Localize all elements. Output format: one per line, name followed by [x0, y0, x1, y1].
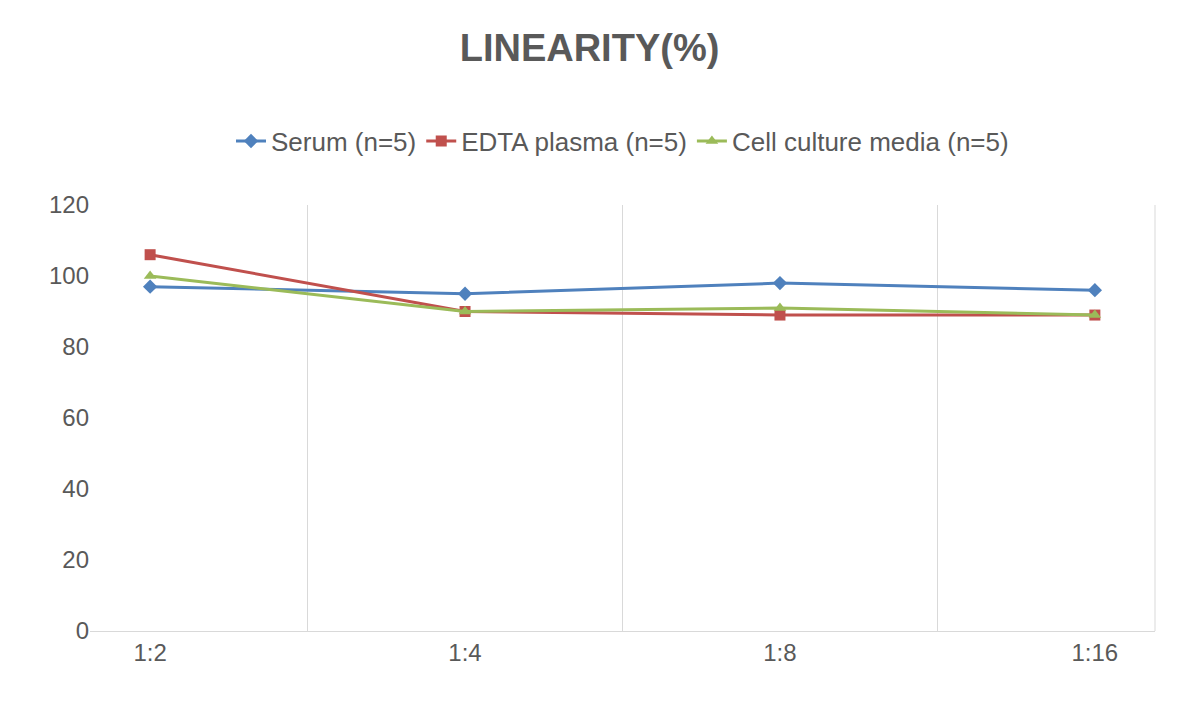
svg-text:0: 0 [76, 617, 89, 644]
svg-text:100: 100 [49, 262, 89, 289]
svg-text:1:4: 1:4 [448, 639, 481, 666]
svg-text:1:8: 1:8 [763, 639, 796, 666]
svg-text:1:2: 1:2 [133, 639, 166, 666]
svg-text:60: 60 [62, 404, 89, 431]
svg-text:LINEARITY(%): LINEARITY(%) [460, 27, 720, 69]
svg-text:Cell culture media (n=5): Cell culture media (n=5) [732, 127, 1009, 157]
svg-text:EDTA plasma (n=5): EDTA plasma (n=5) [461, 127, 687, 157]
svg-text:80: 80 [62, 333, 89, 360]
svg-text:120: 120 [49, 191, 89, 218]
svg-text:20: 20 [62, 546, 89, 573]
svg-text:40: 40 [62, 475, 89, 502]
svg-text:Serum (n=5): Serum (n=5) [271, 127, 416, 157]
svg-text:1:16: 1:16 [1072, 639, 1119, 666]
